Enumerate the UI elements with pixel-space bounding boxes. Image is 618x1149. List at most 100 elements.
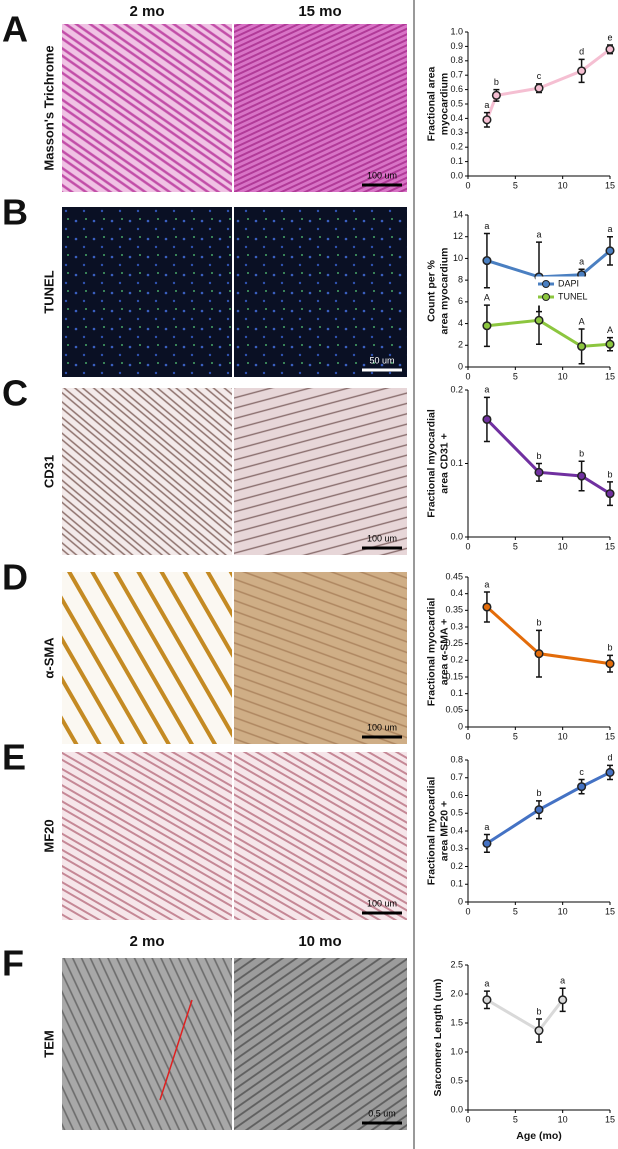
y-tick-label: 0.7: [450, 772, 463, 782]
micrograph: [62, 752, 232, 920]
y-tick-label: 2.5: [450, 959, 463, 969]
data-point: [534, 805, 544, 815]
y-tick-label: 0.6: [450, 790, 463, 800]
significance-letter: a: [607, 224, 612, 234]
micrograph: [62, 388, 232, 555]
significance-letter: b: [607, 469, 612, 479]
significance-letter: a: [484, 221, 489, 231]
panel-letter: B: [2, 192, 28, 233]
series-line: [485, 48, 611, 121]
significance-letter: b: [536, 1006, 541, 1016]
y-axis-label: area MF20 +: [438, 801, 450, 861]
x-tick-label: 15: [605, 731, 615, 741]
significance-letter: A: [579, 316, 585, 326]
column-header: 15 mo: [298, 3, 341, 20]
x-tick-label: 5: [513, 541, 518, 551]
data-point: [558, 995, 568, 1005]
significance-letter: d: [579, 47, 584, 57]
y-tick-label: 4: [458, 318, 463, 328]
significance-letter: a: [484, 579, 489, 589]
legend-marker: [542, 280, 550, 288]
stain-label: TUNEL: [41, 270, 56, 313]
scale-bar-label: 100 um: [367, 533, 397, 543]
y-tick-label: 2.0: [450, 988, 463, 998]
x-tick-label: 10: [558, 731, 568, 741]
significance-letter: A: [484, 292, 490, 302]
y-tick-label: 0: [458, 896, 463, 906]
stain-label: MF20: [41, 819, 56, 852]
x-tick-label: 15: [605, 371, 615, 381]
x-tick-label: 5: [513, 180, 518, 190]
x-tick-label: 15: [605, 180, 615, 190]
y-axis-label: area α-SMA +: [438, 619, 450, 685]
y-tick-label: 0.2: [450, 384, 463, 394]
significance-letter: b: [536, 451, 541, 461]
micrograph: [234, 958, 407, 1130]
data-point: [482, 995, 492, 1005]
y-tick-label: 0.0: [450, 170, 463, 180]
x-tick-label: 10: [558, 371, 568, 381]
significance-letter: c: [537, 71, 542, 81]
stain-label: TEM: [41, 1030, 56, 1057]
data-point: [577, 782, 587, 792]
y-tick-label: 0.5: [450, 98, 463, 108]
y-tick-label: 0.35: [445, 605, 463, 615]
y-axis-label: Fractional myocardial: [425, 598, 437, 707]
panel-letter: A: [2, 9, 28, 50]
column-header: 2 mo: [129, 933, 164, 950]
y-tick-label: 0.1: [450, 156, 463, 166]
significance-letter: b: [579, 449, 584, 459]
micrograph: [234, 388, 407, 555]
y-tick-label: 0.2: [450, 655, 463, 665]
y-axis-label: myocardium: [438, 73, 450, 135]
legend-marker: [542, 293, 550, 301]
panel-letter: F: [2, 943, 24, 984]
y-tick-label: 1.0: [450, 26, 463, 36]
y-tick-label: 0.8: [450, 754, 463, 764]
series-line: [486, 771, 611, 845]
y-tick-label: 0.0: [450, 1104, 463, 1114]
y-axis-label: area myocardium: [438, 248, 450, 335]
stain-label: Masson's Trichrome: [41, 45, 56, 170]
x-tick-label: 5: [513, 731, 518, 741]
micrograph: [234, 572, 407, 744]
x-tick-label: 0: [465, 371, 470, 381]
data-point: [605, 767, 615, 777]
significance-letter: d: [607, 753, 612, 763]
x-tick-label: 0: [465, 731, 470, 741]
y-tick-label: 0: [458, 721, 463, 731]
micrograph: [234, 24, 407, 192]
data-point: [605, 659, 615, 669]
y-tick-label: 6: [458, 296, 463, 306]
x-tick-label: 5: [513, 371, 518, 381]
x-tick-label: 15: [605, 1114, 615, 1124]
y-tick-label: 12: [453, 231, 463, 241]
y-tick-label: 0.3: [450, 621, 463, 631]
y-tick-label: 0.45: [445, 571, 463, 581]
y-axis-label: Fractional myocardial: [425, 777, 437, 886]
y-axis-label: Sarcomere Length (um): [432, 979, 444, 1097]
y-tick-label: 0.4: [450, 113, 463, 123]
legend-label: DAPI: [558, 278, 579, 288]
data-point: [482, 321, 492, 331]
data-point: [534, 1025, 544, 1036]
data-point: [605, 44, 615, 54]
column-header: 10 mo: [298, 933, 341, 950]
data-point: [605, 489, 615, 499]
x-tick-label: 0: [465, 180, 470, 190]
stain-label: CD31: [41, 455, 56, 488]
data-point: [577, 471, 587, 481]
x-tick-label: 15: [605, 906, 615, 916]
data-point: [482, 115, 492, 125]
significance-letter: a: [484, 822, 489, 832]
y-tick-label: 0.8: [450, 55, 463, 65]
significance-letter: a: [484, 100, 489, 110]
y-tick-label: 0.05: [445, 705, 463, 715]
panel-letter: C: [2, 373, 28, 414]
x-tick-label: 0: [465, 541, 470, 551]
series-line: [486, 318, 611, 348]
x-tick-label: 5: [513, 1114, 518, 1124]
y-tick-label: 0.3: [450, 843, 463, 853]
data-point: [534, 467, 544, 477]
